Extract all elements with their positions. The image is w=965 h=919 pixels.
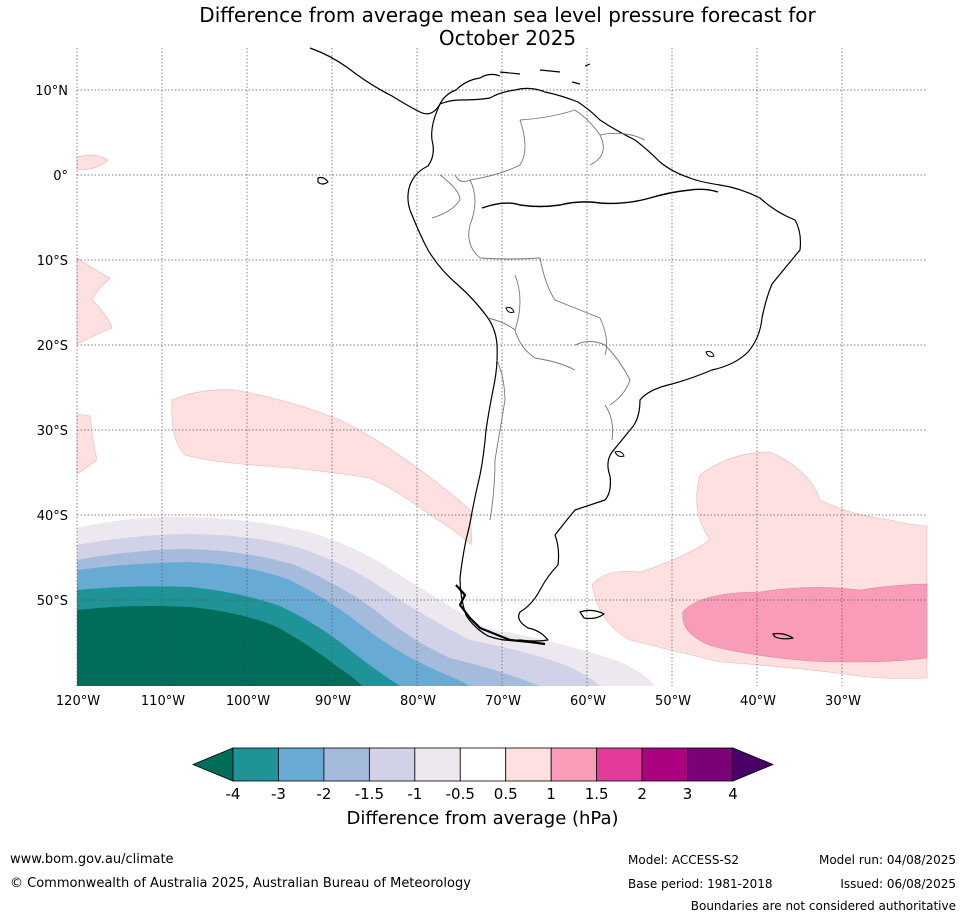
colorbar-tick-label: 1 <box>546 785 556 803</box>
positive-anomaly-west-coast-2 <box>76 413 98 475</box>
colorbar-tick-label: 3 <box>683 785 693 803</box>
lon-label-110w: 110°W <box>141 694 185 709</box>
amazon-river <box>481 188 719 209</box>
lakes <box>505 307 715 457</box>
positive-anomaly-west-coast <box>76 257 113 345</box>
colorbar-tick-labels: -4 -3 -2 -1.5 -1 -0.5 0.5 1 1.5 2 3 4 <box>226 785 738 803</box>
colorbar-tick-label: -0.5 <box>446 785 475 803</box>
base-period: Base period: 1981-2018 <box>628 877 773 891</box>
lat-label-30s: 30°S <box>37 424 68 439</box>
lat-label-10n: 10°N <box>35 84 68 99</box>
colorbar-segment <box>232 747 279 782</box>
lat-label-40s: 40°S <box>37 509 68 524</box>
lon-label-30w: 30°W <box>825 694 861 709</box>
coastlines <box>309 47 802 646</box>
issued-date: Issued: 06/08/2025 <box>840 877 956 891</box>
central-america-coast <box>309 47 501 115</box>
positive-anomaly-core <box>682 583 928 663</box>
colorbar-tick-label: 0.5 <box>494 785 518 803</box>
colorbar-segment <box>641 747 688 782</box>
galapagos <box>317 176 329 185</box>
lat-label-10s: 10°S <box>37 254 68 269</box>
colorbar-tick-label: -3 <box>271 785 286 803</box>
lat-label-50s: 50°S <box>37 594 68 609</box>
colorbar-segment <box>505 747 552 782</box>
country-borders <box>431 109 646 521</box>
colorbar-tick-label: 1.5 <box>585 785 609 803</box>
colorbar-under-arrow <box>191 747 234 782</box>
colorbar-tick-label: -1 <box>407 785 422 803</box>
model-run-date: Model run: 04/08/2025 <box>818 853 956 867</box>
boundaries-disclaimer: Boundaries are not considered authoritat… <box>690 899 956 913</box>
colorbar-tick-label: 2 <box>637 785 647 803</box>
lon-label-80w: 80°W <box>400 694 436 709</box>
colorbar-segment <box>278 747 325 782</box>
colorbar-segment <box>368 747 416 782</box>
colorbar-segment <box>550 747 598 782</box>
negative-anomaly-band-4 <box>77 606 362 686</box>
positive-anomaly-small-west <box>76 154 109 171</box>
lon-label-70w: 70°W <box>485 694 521 709</box>
pressure-anomaly-shading <box>76 154 928 686</box>
copyright-notice: © Commonwealth of Australia 2025, Austra… <box>10 876 471 891</box>
lon-label-60w: 60°W <box>570 694 606 709</box>
colorbar-tick-label: -4 <box>226 785 241 803</box>
lon-label-120w: 120°W <box>56 694 100 709</box>
model-name: Model: ACCESS-S2 <box>628 853 740 867</box>
colorbar-segment <box>414 747 461 782</box>
positive-anomaly-central <box>171 389 473 546</box>
colorbar-over-arrow <box>732 747 775 782</box>
lat-label-20s: 20°S <box>37 339 68 354</box>
colorbar-tick-label: -1.5 <box>355 785 384 803</box>
tierra-del-fuego <box>455 584 546 646</box>
colorbar-segment <box>687 747 734 782</box>
south-america-coast <box>407 87 802 642</box>
website-link[interactable]: www.bom.gov.au/climate <box>10 852 174 867</box>
lon-label-90w: 90°W <box>315 694 351 709</box>
colorbar <box>191 747 775 782</box>
south-georgia <box>772 632 794 640</box>
longitude-labels: 120°W 110°W 100°W 90°W 80°W 70°W 60°W 50… <box>56 694 861 709</box>
lon-label-50w: 50°W <box>655 694 691 709</box>
colorbar-segment <box>596 747 643 782</box>
graticule <box>76 48 927 686</box>
colorbar-segment <box>459 747 507 782</box>
latitude-labels: 10°N 0° 10°S 20°S 30°S 40°S 50°S <box>35 84 68 609</box>
colorbar-tick-label: -2 <box>316 785 331 803</box>
colorbar-segment <box>323 747 370 782</box>
colorbar-title: Difference from average (hPa) <box>346 808 619 829</box>
lon-label-100w: 100°W <box>226 694 270 709</box>
title-line-2: October 2025 <box>438 26 577 50</box>
title-line-1: Difference from average mean sea level p… <box>199 3 816 27</box>
lon-label-40w: 40°W <box>740 694 776 709</box>
colorbar-tick-label: 4 <box>728 785 738 803</box>
caribbean-islands <box>499 63 591 85</box>
lat-label-0: 0° <box>53 169 68 184</box>
map-title: Difference from average mean sea level p… <box>0 4 965 50</box>
falkland-islands <box>579 609 605 620</box>
